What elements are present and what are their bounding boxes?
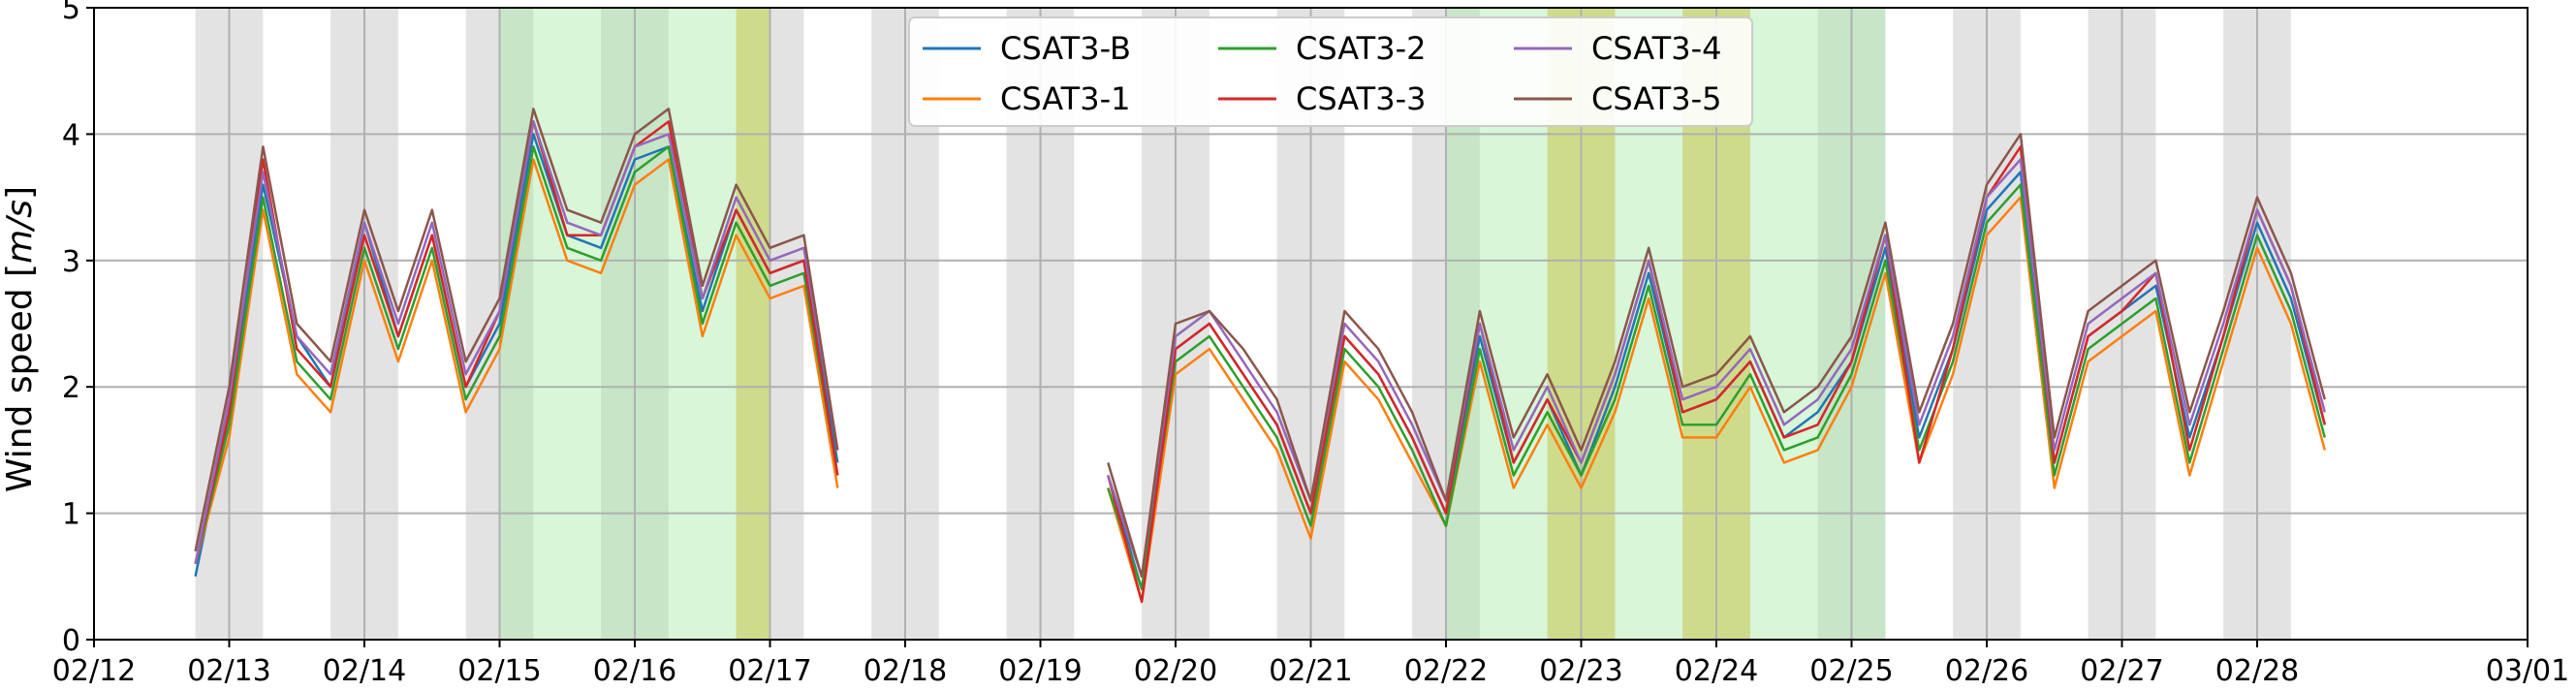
x-tick-label: 02/22: [1404, 654, 1488, 688]
x-tick-label: 02/17: [728, 654, 811, 688]
x-tick-label: 02/27: [2080, 654, 2163, 688]
x-tick-label: 02/14: [323, 654, 406, 688]
x-tick-label: 02/19: [998, 654, 1082, 688]
y-axis: 0 1 2 3 4 5: [62, 0, 94, 658]
legend-label: CSAT3-4: [1591, 30, 1721, 67]
x-tick-label: 02/23: [1539, 654, 1622, 688]
y-axis-label: Wind speed [m/s]: [0, 186, 40, 492]
x-tick-label: 02/24: [1675, 654, 1758, 688]
series-line-csat3-1: [194, 158, 2327, 604]
y-tick-label: 3: [62, 245, 80, 279]
x-tick-label: 02/15: [457, 654, 541, 688]
shaded-span-yellow: [736, 8, 770, 640]
x-tick-label: 02/28: [2215, 654, 2299, 688]
legend-label: CSAT3-2: [1296, 30, 1426, 67]
legend-label: CSAT3-B: [1000, 30, 1131, 67]
series-line-csat3-2: [194, 145, 2327, 591]
y-tick-label: 1: [62, 498, 80, 532]
x-tick-label: 02/18: [864, 654, 947, 688]
legend-label: CSAT3-5: [1591, 80, 1721, 117]
legend-label: CSAT3-1: [1000, 80, 1130, 117]
x-tick-label: 02/16: [593, 654, 676, 688]
series-line-csat3-5: [194, 108, 2327, 579]
y-tick-label: 2: [62, 371, 80, 405]
x-tick-label: 02/13: [187, 654, 270, 688]
x-tick-label: 02/12: [52, 654, 136, 688]
x-tick-label: 02/25: [1809, 654, 1893, 688]
y-tick-label: 0: [62, 624, 80, 658]
x-tick-label: 02/21: [1269, 654, 1352, 688]
y-tick-label: 5: [62, 0, 80, 26]
series-lines: [194, 108, 2327, 604]
x-tick-label: 02/20: [1134, 654, 1217, 688]
x-axis: 02/12 02/13 02/14 02/15 02/16 02/17 02/18 02/19…: [52, 640, 2569, 688]
x-tick-label: 02/26: [1945, 654, 2028, 688]
legend: CSAT3-B CSAT3-1 CSAT3-2 CSAT3-3 CSAT3-4 CSAT3…: [908, 16, 1753, 127]
y-tick-label: 4: [62, 118, 80, 152]
x-tick-label: 03/01: [2486, 654, 2569, 688]
legend-label: CSAT3-3: [1296, 80, 1426, 117]
